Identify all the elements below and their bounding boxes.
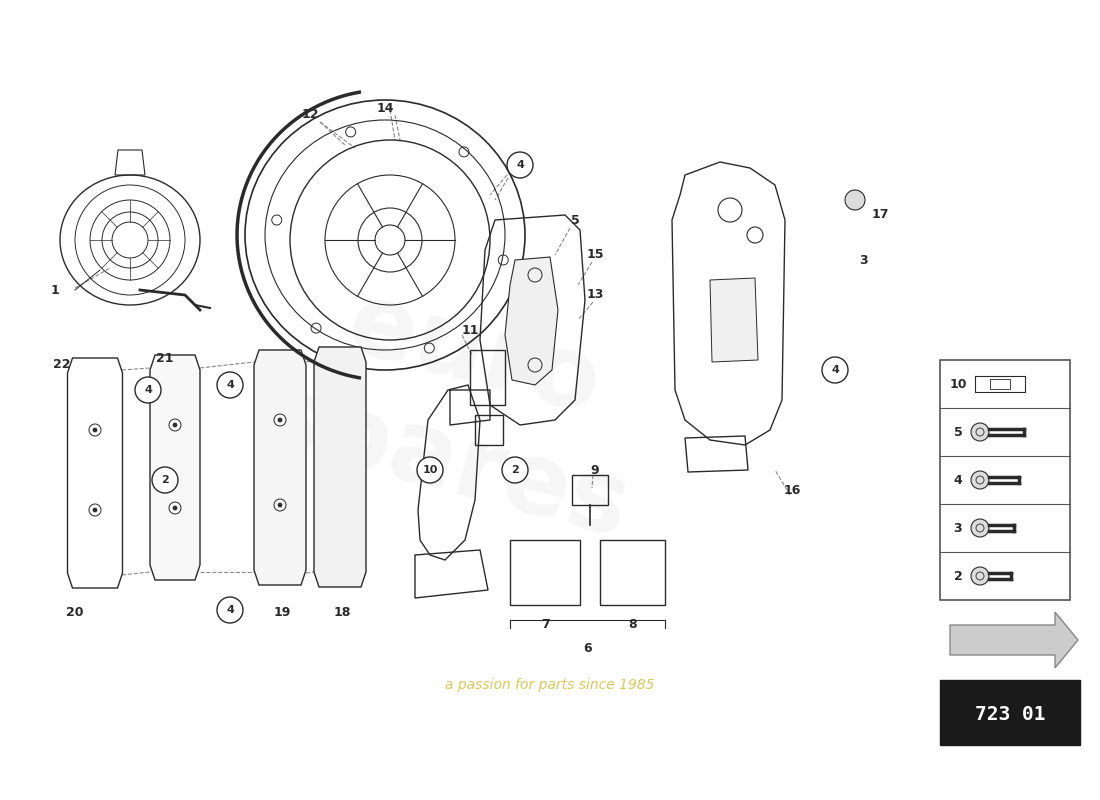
Circle shape [135,377,161,403]
Circle shape [845,190,865,210]
Text: 3: 3 [859,254,867,266]
Text: a passion for parts since 1985: a passion for parts since 1985 [446,678,654,692]
Text: euro
spares: euro spares [252,261,669,559]
Text: 2: 2 [161,475,169,485]
Circle shape [173,506,177,510]
Text: 15: 15 [586,249,604,262]
Circle shape [152,467,178,493]
Text: 4: 4 [516,160,524,170]
Bar [470,350,505,405]
Circle shape [217,372,243,398]
Text: 20: 20 [66,606,84,618]
Circle shape [822,357,848,383]
Text: 18: 18 [333,606,351,618]
Text: 10: 10 [422,465,438,475]
Text: 2: 2 [512,465,519,475]
Circle shape [94,508,97,512]
Circle shape [502,457,528,483]
Polygon shape [254,350,306,585]
Circle shape [971,471,989,489]
Text: 19: 19 [273,606,290,618]
Text: 17: 17 [871,209,889,222]
Text: 4: 4 [227,605,234,615]
Circle shape [417,457,443,483]
Circle shape [971,567,989,585]
Text: 6: 6 [584,642,592,654]
Text: 4: 4 [832,365,839,375]
Circle shape [507,152,534,178]
Text: 8: 8 [629,618,637,631]
Text: 13: 13 [586,289,604,302]
Polygon shape [67,358,122,588]
Text: 11: 11 [461,323,478,337]
Text: 3: 3 [954,522,962,534]
Bar [572,475,608,505]
Text: 16: 16 [783,483,801,497]
Polygon shape [314,347,366,587]
Polygon shape [710,278,758,362]
Circle shape [217,597,243,623]
Bar [940,360,1070,600]
Text: 723 01: 723 01 [975,706,1045,725]
Polygon shape [150,355,200,580]
Circle shape [94,428,97,432]
Bar [510,540,580,605]
Circle shape [971,519,989,537]
Text: 10: 10 [949,378,967,390]
Polygon shape [950,612,1078,668]
Text: 22: 22 [53,358,70,371]
Text: 9: 9 [591,463,600,477]
Text: 1: 1 [51,283,59,297]
Text: 4: 4 [144,385,152,395]
Text: 2: 2 [954,570,962,582]
Text: 4: 4 [954,474,962,486]
Polygon shape [505,257,558,385]
Circle shape [278,418,282,422]
Text: 12: 12 [301,109,319,122]
Circle shape [278,503,282,507]
Text: 4: 4 [227,380,234,390]
Text: 5: 5 [954,426,962,438]
Bar [475,415,503,445]
Text: 5: 5 [571,214,580,226]
Text: 7: 7 [540,618,549,631]
Bar [940,680,1080,745]
Circle shape [971,423,989,441]
Text: 21: 21 [156,351,174,365]
Circle shape [173,423,177,427]
Bar [600,540,666,605]
Text: 14: 14 [376,102,394,114]
